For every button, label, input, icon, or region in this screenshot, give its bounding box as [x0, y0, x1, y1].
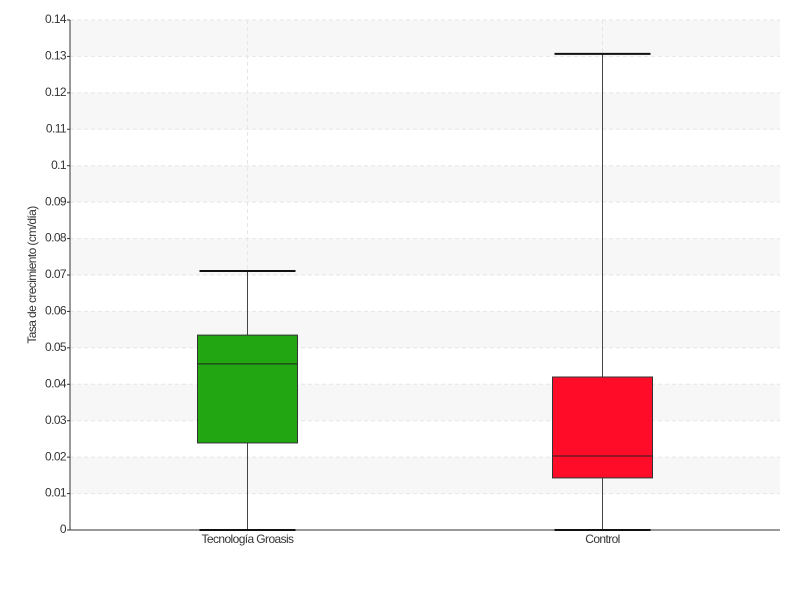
- y-tick-label: 0.09: [45, 194, 67, 208]
- grid-band: [70, 384, 780, 421]
- grid-band: [70, 20, 780, 57]
- grid-band: [70, 311, 780, 348]
- grid-band: [70, 238, 780, 275]
- y-tick-label: 0.06: [45, 304, 67, 318]
- box: [552, 376, 653, 479]
- x-tick-label: Control: [585, 532, 619, 546]
- y-tick-label: 0.08: [45, 231, 67, 245]
- y-tick-label: 0.04: [45, 376, 67, 390]
- grid-band: [70, 92, 780, 130]
- y-tick-label: 0.05: [45, 340, 67, 354]
- y-tick-label: 0.02: [45, 449, 67, 463]
- y-tick-label: 0.11: [46, 121, 67, 135]
- grid-band: [70, 165, 780, 203]
- y-tick-label: 0: [60, 522, 67, 536]
- y-tick-label: 0.1: [51, 158, 67, 172]
- box: [197, 334, 298, 444]
- y-tick-label: 0.01: [45, 486, 67, 500]
- y-tick-label: 0.07: [45, 267, 67, 281]
- y-tick-label: 0.03: [45, 413, 67, 427]
- y-tick-label: 0.12: [45, 85, 67, 99]
- y-axis-label: Tasa de crecimiento (cm/día): [25, 206, 39, 344]
- y-tick-label: 0.13: [45, 49, 67, 63]
- x-tick-label: Tecnología Groasis: [202, 532, 295, 546]
- grid-band: [70, 457, 780, 494]
- y-tick-label: 0.14: [45, 12, 67, 26]
